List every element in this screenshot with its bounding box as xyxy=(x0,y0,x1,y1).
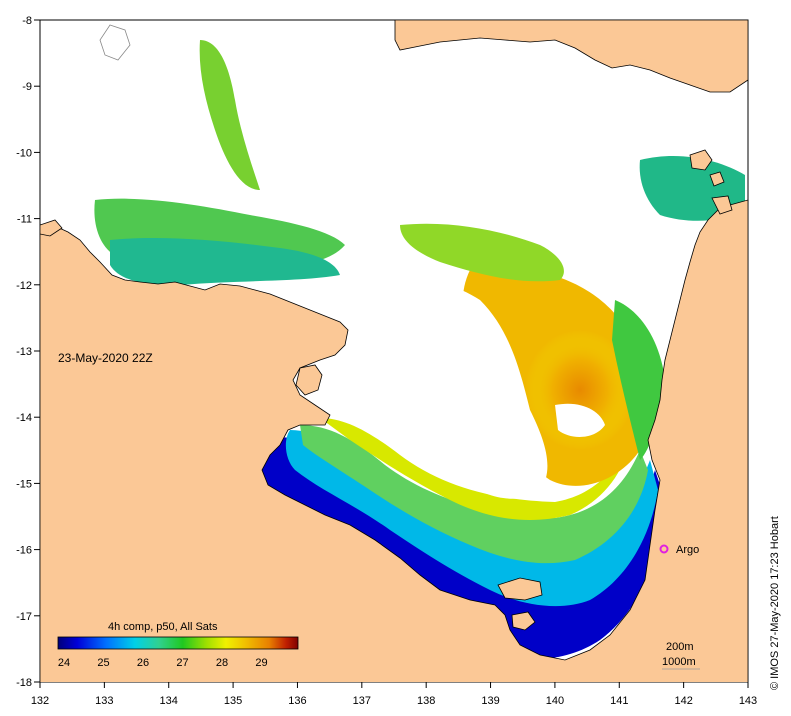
land-bentinck-island xyxy=(511,611,536,631)
no-data-cloud-2 xyxy=(555,403,605,437)
colorbar-title: 4h comp, p50, All Sats xyxy=(108,621,218,633)
x-tick-label: 140 xyxy=(546,695,564,707)
x-tick-label: 138 xyxy=(417,695,435,707)
y-tick-label: -11 xyxy=(17,214,32,226)
argo-float-marker[interactable] xyxy=(659,544,669,554)
y-tick-label: -14 xyxy=(16,412,32,424)
land-new-guinea xyxy=(394,20,748,93)
sst-center-north xyxy=(400,223,564,282)
sst-arafura-band xyxy=(110,237,340,286)
colorbar-tick-label: 28 xyxy=(216,657,228,669)
x-tick-label: 132 xyxy=(31,695,49,707)
y-tick-label: -15 xyxy=(16,478,32,490)
no-data-cloud xyxy=(359,276,548,499)
colorbar-tick-label: 29 xyxy=(255,657,267,669)
land-groote-eylandt xyxy=(295,364,323,396)
colorbar-tick-label: 27 xyxy=(176,657,188,669)
y-tick-label: -18 xyxy=(16,677,32,689)
y-axis: -8 -9 -10 -11 -12 -13 -14 -15 -16 -17 -18 xyxy=(16,15,40,689)
sst-east-coastal xyxy=(612,300,665,460)
x-tick-label: 136 xyxy=(288,695,306,707)
x-tick-label: 135 xyxy=(224,695,242,707)
y-tick-label: -13 xyxy=(16,346,32,358)
y-tick-label: -12 xyxy=(16,280,32,292)
colorbar xyxy=(57,636,299,650)
x-tick-label: 134 xyxy=(160,695,178,707)
x-tick-label: 137 xyxy=(353,695,371,707)
colorbar-tick-label: 24 xyxy=(58,657,70,669)
sst-arafura-green xyxy=(199,40,260,190)
land-islands-northwest xyxy=(99,24,131,61)
x-tick-label: 141 xyxy=(610,695,628,707)
colorbar-tick-label: 25 xyxy=(97,657,109,669)
sst-cool-band xyxy=(285,430,658,607)
image-credit: © IMOS 27-May-2020 17:23 Hobart xyxy=(769,516,781,690)
colorbar-ticks: 24 25 26 27 28 29 xyxy=(58,657,268,669)
y-tick-label: -16 xyxy=(16,545,32,557)
sst-warm-band xyxy=(320,418,630,520)
x-axis: 132 133 134 135 136 137 138 139 140 141 142 143 xyxy=(31,682,757,707)
land-torres-islands xyxy=(689,149,733,215)
sst-mild-band xyxy=(300,425,648,564)
land-mornington-island xyxy=(497,577,543,601)
x-tick-label: 139 xyxy=(481,695,499,707)
x-tick-label: 133 xyxy=(95,695,113,707)
y-tick-label: -8 xyxy=(22,15,32,27)
map-timestamp: 23-May-2020 22Z xyxy=(58,351,153,365)
y-tick-label: -10 xyxy=(16,147,32,159)
x-tick-label: 143 xyxy=(739,695,757,707)
land-northern-territory xyxy=(40,199,748,682)
depth-200-label: 200m xyxy=(666,641,694,653)
land-cobourg xyxy=(40,219,63,237)
y-tick-label: -17 xyxy=(16,611,32,623)
sst-hot-core xyxy=(525,330,635,450)
depth-1000-label: 1000m xyxy=(662,656,696,668)
y-tick-label: -9 xyxy=(22,81,32,93)
colorbar-tick-label: 26 xyxy=(137,657,149,669)
argo-label: Argo xyxy=(676,544,699,556)
x-tick-label: 142 xyxy=(674,695,692,707)
